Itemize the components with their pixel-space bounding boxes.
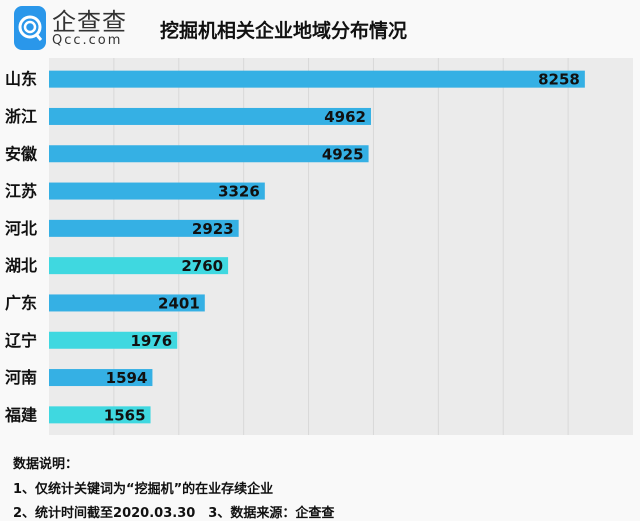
data-label: 3326 [218, 183, 260, 201]
category-label: 辽宁 [5, 331, 37, 350]
data-label: 2401 [158, 294, 200, 312]
bar-chart: 山东 8258 浙江 4962 安徽 4925 江苏 3326 河北 2923 湖北 2760 广东 24… [4, 58, 633, 435]
bar [49, 294, 205, 312]
data-label: 1565 [104, 406, 146, 424]
category-label: 安徽 [5, 144, 38, 163]
notes-line-1: 1、仅统计关键词为“挖掘机”的在业存续企业 [13, 482, 274, 497]
logo-domain: Qcc.com [52, 33, 123, 48]
bar [49, 182, 265, 200]
data-label: 2923 [192, 220, 234, 238]
bar [49, 219, 239, 237]
data-label: 1976 [130, 332, 172, 350]
data-label: 4962 [324, 108, 366, 126]
notes-heading: 数据说明： [13, 457, 79, 472]
category-label: 山东 [5, 70, 37, 89]
category-label: 湖北 [5, 256, 37, 275]
bar [49, 369, 153, 387]
category-label: 浙江 [5, 107, 37, 126]
data-label: 1594 [106, 369, 148, 387]
bar [49, 406, 151, 424]
chart-title: 挖掘机相关企业地域分布情况 [160, 20, 408, 42]
notes-line-2: 2、统计时间截至2020.03.30 3、数据来源：企查查 [13, 506, 335, 521]
bar [49, 107, 371, 125]
category-label: 广东 [5, 293, 37, 312]
category-label: 河南 [5, 368, 37, 387]
data-label: 8258 [538, 71, 580, 89]
category-label: 江苏 [5, 182, 37, 201]
bar [49, 70, 585, 88]
category-label: 福建 [4, 405, 37, 424]
bar [49, 145, 369, 163]
qcc-logo-icon [14, 6, 46, 50]
bar [49, 257, 229, 275]
data-label: 2760 [181, 257, 223, 275]
logo-name: 企查查 [52, 8, 127, 36]
category-label: 河北 [5, 219, 37, 238]
bar [49, 331, 178, 349]
data-label: 4925 [322, 145, 364, 163]
